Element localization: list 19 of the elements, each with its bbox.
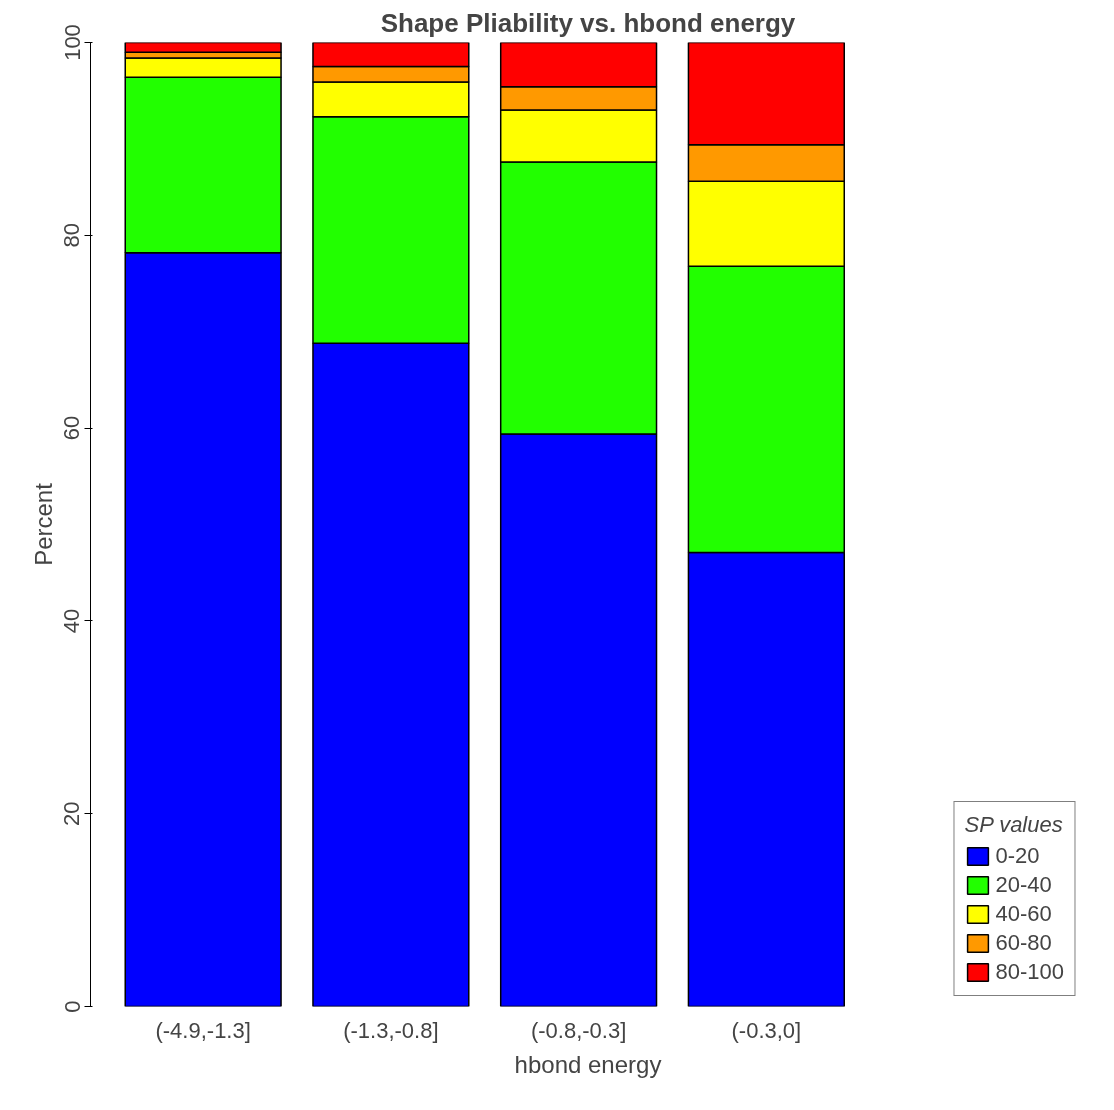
legend-label: 20-40: [995, 872, 1052, 898]
legend-label: 80-100: [995, 959, 1064, 985]
legend-label: 40-60: [995, 901, 1052, 927]
y-tick-label: 60: [59, 415, 85, 441]
x-axis-title: hbond energy: [514, 1050, 662, 1078]
y-tick-label: 0: [59, 1000, 85, 1013]
x-tick-label: (-0.8,-0.3]: [530, 1017, 627, 1043]
legend-label: 60-80: [995, 930, 1052, 956]
y-tick-label: 100: [59, 24, 85, 61]
x-tick-label: (-4.9,-1.3]: [155, 1017, 251, 1043]
legend-label: 0-20: [995, 843, 1040, 869]
chart-title: Shape Pliability vs. hbond energy: [380, 7, 796, 38]
legend-title: SP values: [964, 812, 1064, 838]
y-tick-label: 20: [59, 801, 85, 826]
x-tick-label: (-1.3,-0.8]: [343, 1017, 439, 1043]
y-axis-title: Percent: [29, 482, 57, 566]
y-tick-label: 80: [59, 223, 85, 248]
x-tick-label: (-0.3,0]: [731, 1017, 802, 1043]
y-tick-label: 40: [59, 608, 85, 634]
